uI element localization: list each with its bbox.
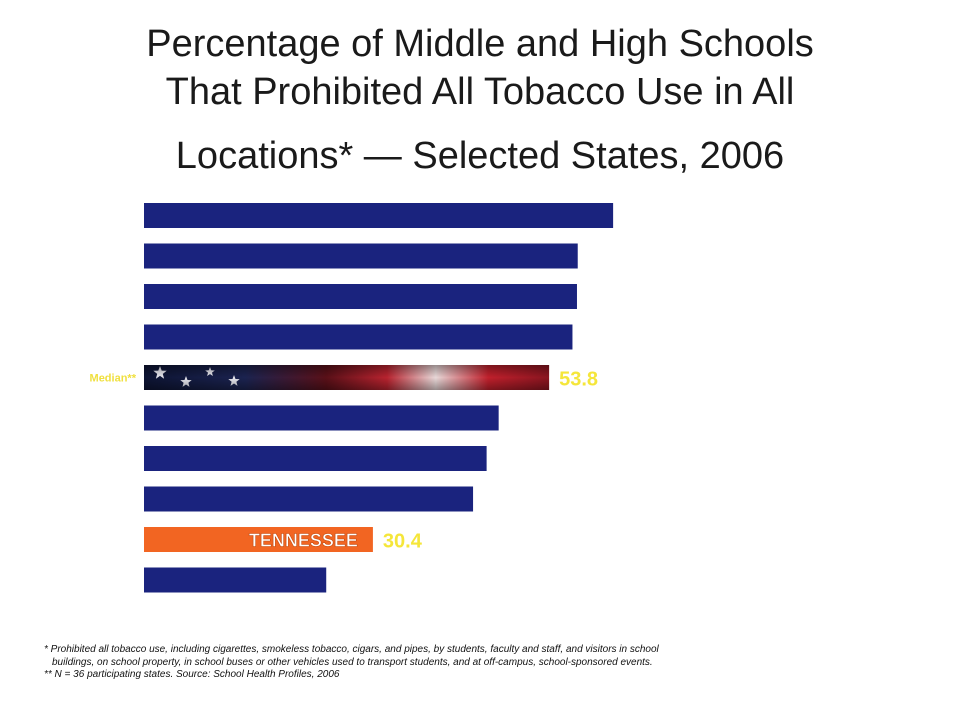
bar-8 [144,486,474,512]
footnote-2: ** N = 36 participating states. Source: … [44,669,340,680]
bar-chart: Median** 53.8 TENNESSEE 30.4 [90,203,614,593]
category-label-tennessee: TENNESSEE [249,531,358,551]
category-label-median: Median** [90,373,137,385]
bar-2 [144,243,578,269]
footnotes: * Prohibited all tobacco use, including … [44,644,764,682]
bar-median-shade [144,365,550,390]
bar-6 [144,405,499,431]
bar-10 [144,567,327,593]
chart-title-line-2: That Prohibited All Tobacco Use in All [165,71,795,113]
footnote-1: * Prohibited all tobacco use, including … [44,644,659,655]
bar-9 [144,527,373,552]
footnote-1-continued: buildings, on school property, in school… [52,656,653,668]
chart-title-line-3: Locations* — Selected States, 2006 [175,135,785,177]
bar-7 [144,446,487,471]
chart-title-line-1: Percentage of Middle and High Schools [146,23,814,65]
data-label-5: 53.8 [559,369,598,391]
bar-1 [144,203,614,228]
bar-4 [144,324,573,350]
data-label-9: 30.4 [383,531,423,553]
bar-3 [144,284,577,309]
